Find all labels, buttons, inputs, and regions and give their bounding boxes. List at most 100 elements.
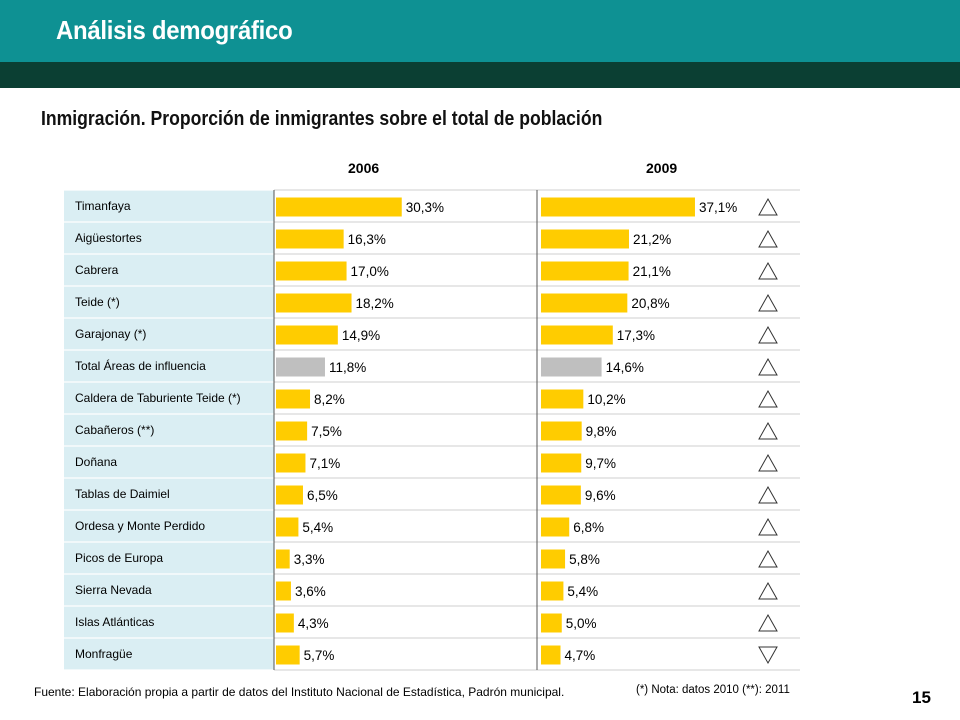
trend-up-icon [758, 613, 778, 632]
data-label-2006: 6,5% [307, 488, 338, 503]
data-label-2009: 9,7% [585, 456, 616, 471]
data-label-2006: 11,8% [329, 360, 366, 375]
data-label-2009: 5,8% [569, 552, 600, 567]
bar-2006 [276, 549, 290, 569]
category-label: Cabañeros (**) [75, 423, 154, 437]
data-label-2009: 14,6% [606, 360, 644, 375]
data-label-2009: 20,8% [631, 296, 669, 311]
bar-2006 [276, 325, 338, 345]
category-label: Teide (*) [75, 295, 120, 309]
category-label: Picos de Europa [75, 551, 163, 565]
data-label-2009: 4,7% [565, 648, 596, 663]
bar-2009 [541, 485, 581, 505]
category-label: Tablas de Daimiel [75, 487, 170, 501]
data-label-2009: 9,6% [585, 488, 616, 503]
trend-up-icon [758, 549, 778, 568]
trend-up-icon [758, 389, 778, 408]
bar-2009 [541, 197, 695, 217]
bar-2006 [276, 197, 402, 217]
data-label-2006: 4,3% [298, 616, 329, 631]
bar-2009 [541, 421, 582, 441]
bar-2006 [276, 389, 311, 409]
data-label-2009: 10,2% [587, 392, 625, 407]
data-label-2006: 30,3% [406, 200, 444, 215]
trend-down-icon [758, 646, 778, 665]
bar-2009 [541, 517, 570, 537]
category-label: Sierra Nevada [75, 583, 152, 597]
category-label: Islas Atlánticas [75, 615, 154, 629]
data-label-2006: 5,4% [302, 520, 333, 535]
bar-2006 [276, 581, 291, 601]
bar-2009 [541, 325, 613, 345]
data-label-2009: 17,3% [617, 328, 655, 343]
trend-up-icon [758, 421, 778, 440]
data-label-2006: 3,6% [295, 584, 326, 599]
bar-2009 [541, 453, 582, 473]
trend-up-icon [758, 325, 778, 344]
source-note: Fuente: Elaboración propia a partir de d… [34, 685, 565, 699]
bar-2009 [541, 293, 628, 313]
data-label-2009: 5,4% [567, 584, 598, 599]
trend-up-icon [758, 453, 778, 472]
data-label-2006: 18,2% [356, 296, 394, 311]
category-label: Aigüestortes [75, 231, 142, 245]
trend-up-icon [758, 293, 778, 312]
bar-2006 [276, 645, 300, 665]
data-label-2006: 7,5% [311, 424, 342, 439]
data-label-2009: 21,1% [633, 264, 671, 279]
trend-up-icon [758, 261, 778, 280]
header-accent-band [0, 62, 960, 88]
category-label: Total Áreas de influencia [75, 358, 206, 373]
trend-up-icon [758, 485, 778, 504]
page-title: Análisis demográfico [56, 15, 293, 45]
bar-2006 [276, 261, 347, 281]
bar-2009 [541, 581, 564, 601]
data-label-2009: 21,2% [633, 232, 671, 247]
bar-2006 [276, 293, 352, 313]
bar-2009 [541, 357, 602, 377]
bar-2006 [276, 485, 303, 505]
bar-2009 [541, 613, 562, 633]
trend-up-icon [758, 357, 778, 376]
data-label-2006: 16,3% [348, 232, 386, 247]
data-label-2009: 9,8% [586, 424, 617, 439]
bar-2009 [541, 229, 629, 249]
bar-2009 [541, 549, 566, 569]
data-label-2009: 6,8% [573, 520, 604, 535]
page-number: 15 [912, 688, 931, 707]
category-label: Doñana [75, 455, 117, 469]
data-note: (*) Nota: datos 2010 (**): 2011 [636, 684, 790, 696]
trend-up-icon [758, 229, 778, 248]
bar-2006 [276, 453, 306, 473]
bar-2009 [541, 645, 561, 665]
header-band [0, 0, 960, 62]
bar-2009 [541, 261, 629, 281]
category-label: Garajonay (*) [75, 327, 146, 341]
chart-title: Inmigración. Proporción de inmigrantes s… [41, 108, 603, 130]
data-label-2009: 5,0% [566, 616, 597, 631]
data-label-2006: 14,9% [342, 328, 380, 343]
bar-2006 [276, 613, 294, 633]
category-label: Ordesa y Monte Perdido [75, 519, 205, 533]
data-label-2009: 37,1% [699, 200, 737, 215]
data-label-2006: 3,3% [294, 552, 325, 567]
column-label-2006: 2006 [348, 160, 380, 176]
column-label-2009: 2009 [646, 160, 678, 176]
trend-up-icon [758, 197, 778, 216]
data-label-2006: 8,2% [314, 392, 345, 407]
data-label-2006: 7,1% [309, 456, 340, 471]
bar-2006 [276, 517, 299, 537]
category-label: Caldera de Taburiente Teide (*) [75, 391, 241, 405]
bar-2009 [541, 389, 584, 409]
bar-2006 [276, 421, 308, 441]
bar-2006 [276, 229, 344, 249]
category-label-panel [64, 190, 274, 670]
bar-2006 [276, 357, 325, 377]
trend-up-icon [758, 517, 778, 536]
category-label: Monfragüe [75, 647, 133, 661]
trend-up-icon [758, 581, 778, 600]
category-label: Cabrera [75, 263, 119, 277]
category-label: Timanfaya [75, 199, 131, 213]
data-label-2006: 5,7% [304, 648, 335, 663]
